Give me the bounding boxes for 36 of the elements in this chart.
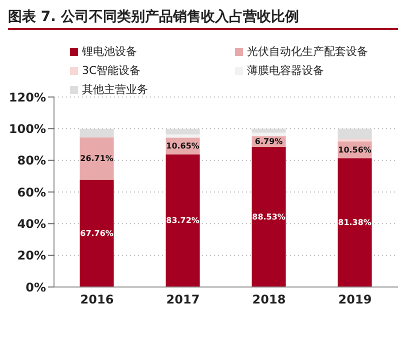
y-tick-label: 100% <box>8 122 46 136</box>
bar <box>80 180 114 287</box>
bar <box>252 146 286 287</box>
bar <box>252 128 286 133</box>
bar <box>166 128 200 134</box>
data-label: 67.76% <box>80 228 114 238</box>
x-tick-label: 2016 <box>80 292 114 307</box>
y-tick-label: 80% <box>17 154 46 168</box>
x-tick-label: 2017 <box>166 292 200 307</box>
bar <box>338 128 372 140</box>
data-label: 10.56% <box>338 145 372 154</box>
legend-label: 3C智能设备 <box>82 63 141 78</box>
chart-title: 图表 7. 公司不同类别产品销售收入占营收比例 <box>8 8 398 30</box>
y-tick-label: 20% <box>17 248 46 263</box>
data-label: 26.71% <box>80 154 114 164</box>
bar <box>80 128 114 138</box>
data-label: 83.72% <box>166 216 200 226</box>
legend-label: 薄膜电容器设备 <box>247 63 324 78</box>
bar <box>338 158 372 287</box>
y-tick-label: 40% <box>17 216 46 231</box>
y-tick-label: 0% <box>26 280 46 294</box>
legend-label: 光伏自动化生产配套设备 <box>247 44 368 59</box>
y-tick-label: 120% <box>8 90 46 104</box>
bar <box>166 154 200 287</box>
data-label: 88.53% <box>252 212 286 222</box>
legend-label: 其他主营业务 <box>82 82 148 97</box>
x-tick-label: 2019 <box>338 292 372 307</box>
y-tick-label: 60% <box>17 185 46 200</box>
x-tick-label: 2018 <box>252 292 286 307</box>
data-label: 6.79% <box>254 136 283 146</box>
data-label: 81.38% <box>338 218 372 228</box>
bar <box>80 137 114 180</box>
legend-label: 锂电池设备 <box>82 44 137 59</box>
bar <box>166 134 200 138</box>
data-label: 10.65% <box>166 142 200 151</box>
bar <box>252 132 286 136</box>
